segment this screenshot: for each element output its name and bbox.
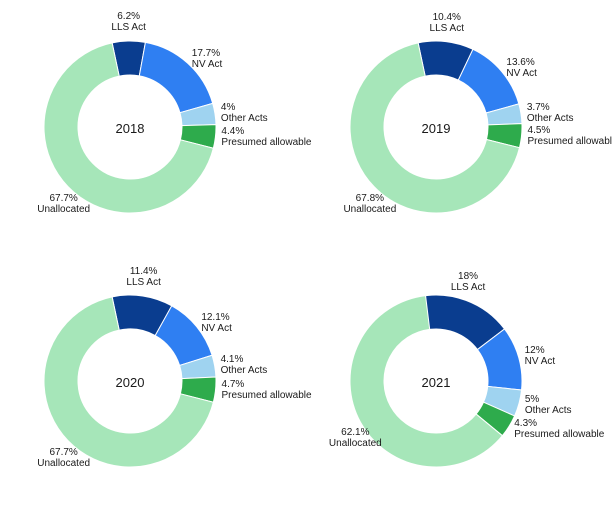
chart-cell-2018: 20186.2%LLS Act17.7%NV Act4%Other Acts4.… <box>0 0 306 254</box>
donut-2020 <box>0 254 306 508</box>
slice-nv_act <box>139 42 212 112</box>
donut-2021 <box>306 254 612 508</box>
donut-2019 <box>306 0 612 254</box>
donut-chart-grid: 20186.2%LLS Act17.7%NV Act4%Other Acts4.… <box>0 0 612 508</box>
donut-2018 <box>0 0 306 254</box>
chart-cell-2019: 201910.4%LLS Act13.6%NV Act3.7%Other Act… <box>306 0 612 254</box>
chart-cell-2020: 202011.4%LLS Act12.1%NV Act4.1%Other Act… <box>0 254 306 508</box>
chart-cell-2021: 202118%LLS Act12%NV Act5%Other Acts4.3%P… <box>306 254 612 508</box>
